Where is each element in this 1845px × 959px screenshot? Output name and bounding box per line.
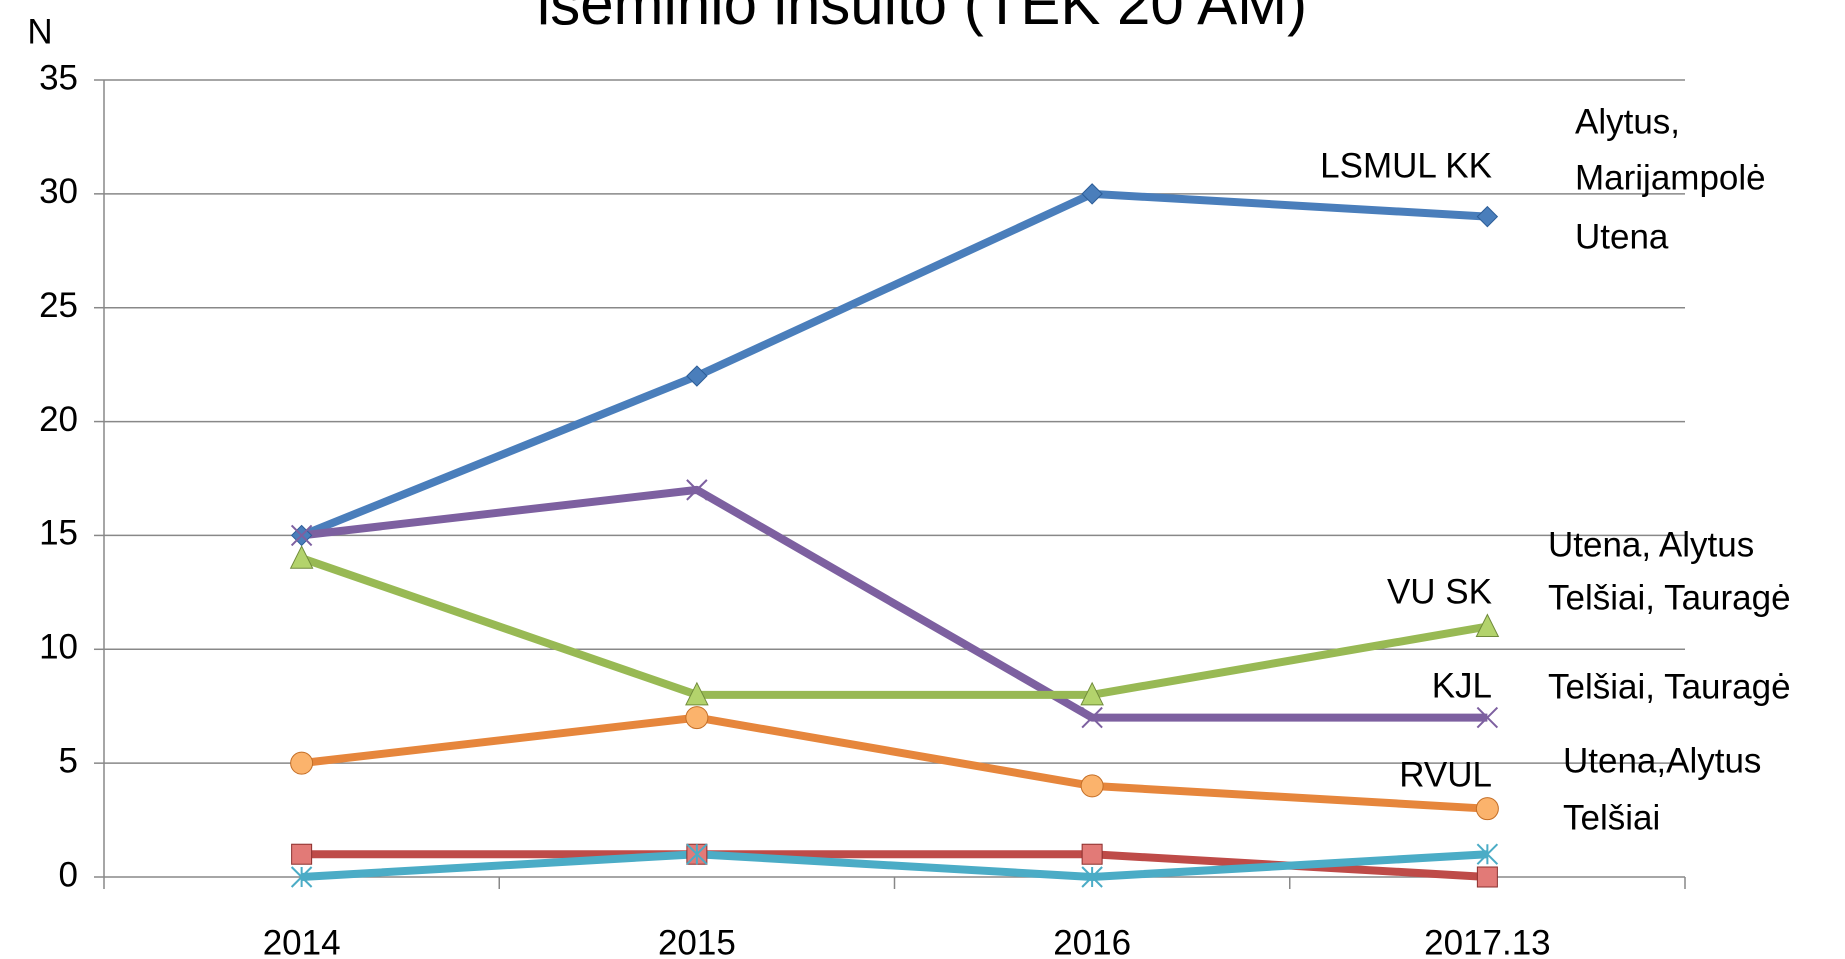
annotation: Telšiai — [1563, 798, 1660, 837]
y-tick-label: 0 — [59, 855, 78, 894]
x-tick-label: 2017.13 — [1424, 923, 1551, 959]
marker — [685, 681, 709, 706]
marker — [1081, 843, 1103, 865]
x-tick-label: 2015 — [658, 923, 736, 959]
annotation: Marijampolė — [1575, 158, 1766, 197]
marker — [685, 706, 709, 730]
series-label: RVUL — [1399, 755, 1492, 794]
series-line — [301, 850, 1488, 881]
chart-title: išeminio insulto (TEK 20 AM) — [537, 0, 1307, 37]
marker — [1080, 774, 1104, 798]
annotation: Utena, Alytus — [1548, 525, 1754, 564]
y-tick-label: 30 — [39, 172, 78, 211]
annotation: Alytus, — [1575, 102, 1680, 141]
y-tick-label: 35 — [39, 58, 78, 97]
series-line — [301, 485, 1488, 722]
series-line — [300, 189, 1488, 540]
marker — [1081, 866, 1103, 888]
series-label: LSMUL KK — [1320, 146, 1492, 185]
marker — [1476, 866, 1498, 888]
marker — [1080, 681, 1104, 706]
marker — [686, 479, 708, 501]
annotation: Telšiai, Tauragė — [1548, 667, 1791, 706]
marker — [686, 843, 708, 865]
y-axis-label: N — [27, 12, 52, 51]
y-tick-label: 15 — [39, 514, 78, 553]
series-line — [300, 554, 1489, 699]
marker — [686, 365, 708, 387]
x-tick-label: 2016 — [1053, 923, 1131, 959]
marker — [1475, 797, 1499, 821]
y-tick-label: 25 — [39, 286, 78, 325]
marker — [290, 866, 313, 888]
marker — [1081, 706, 1103, 729]
annotation: Utena,Alytus — [1563, 741, 1761, 780]
series-label: KJL — [1432, 666, 1492, 705]
marker — [290, 524, 313, 547]
annotation: Utena — [1575, 217, 1669, 256]
y-tick-label: 5 — [59, 741, 78, 780]
x-tick-label: 2014 — [263, 923, 341, 959]
series-label: VU SK — [1387, 572, 1492, 611]
marker — [1476, 706, 1499, 729]
series-line — [301, 713, 1488, 813]
marker — [291, 843, 313, 865]
marker — [1476, 843, 1499, 865]
y-tick-label: 20 — [39, 400, 78, 439]
y-tick-label: 10 — [39, 628, 78, 667]
marker — [290, 751, 314, 775]
marker — [1475, 613, 1500, 638]
marker — [289, 545, 314, 569]
marker — [1081, 183, 1103, 205]
marker — [1476, 205, 1499, 228]
annotation: Telšiai, Tauragė — [1548, 578, 1791, 617]
